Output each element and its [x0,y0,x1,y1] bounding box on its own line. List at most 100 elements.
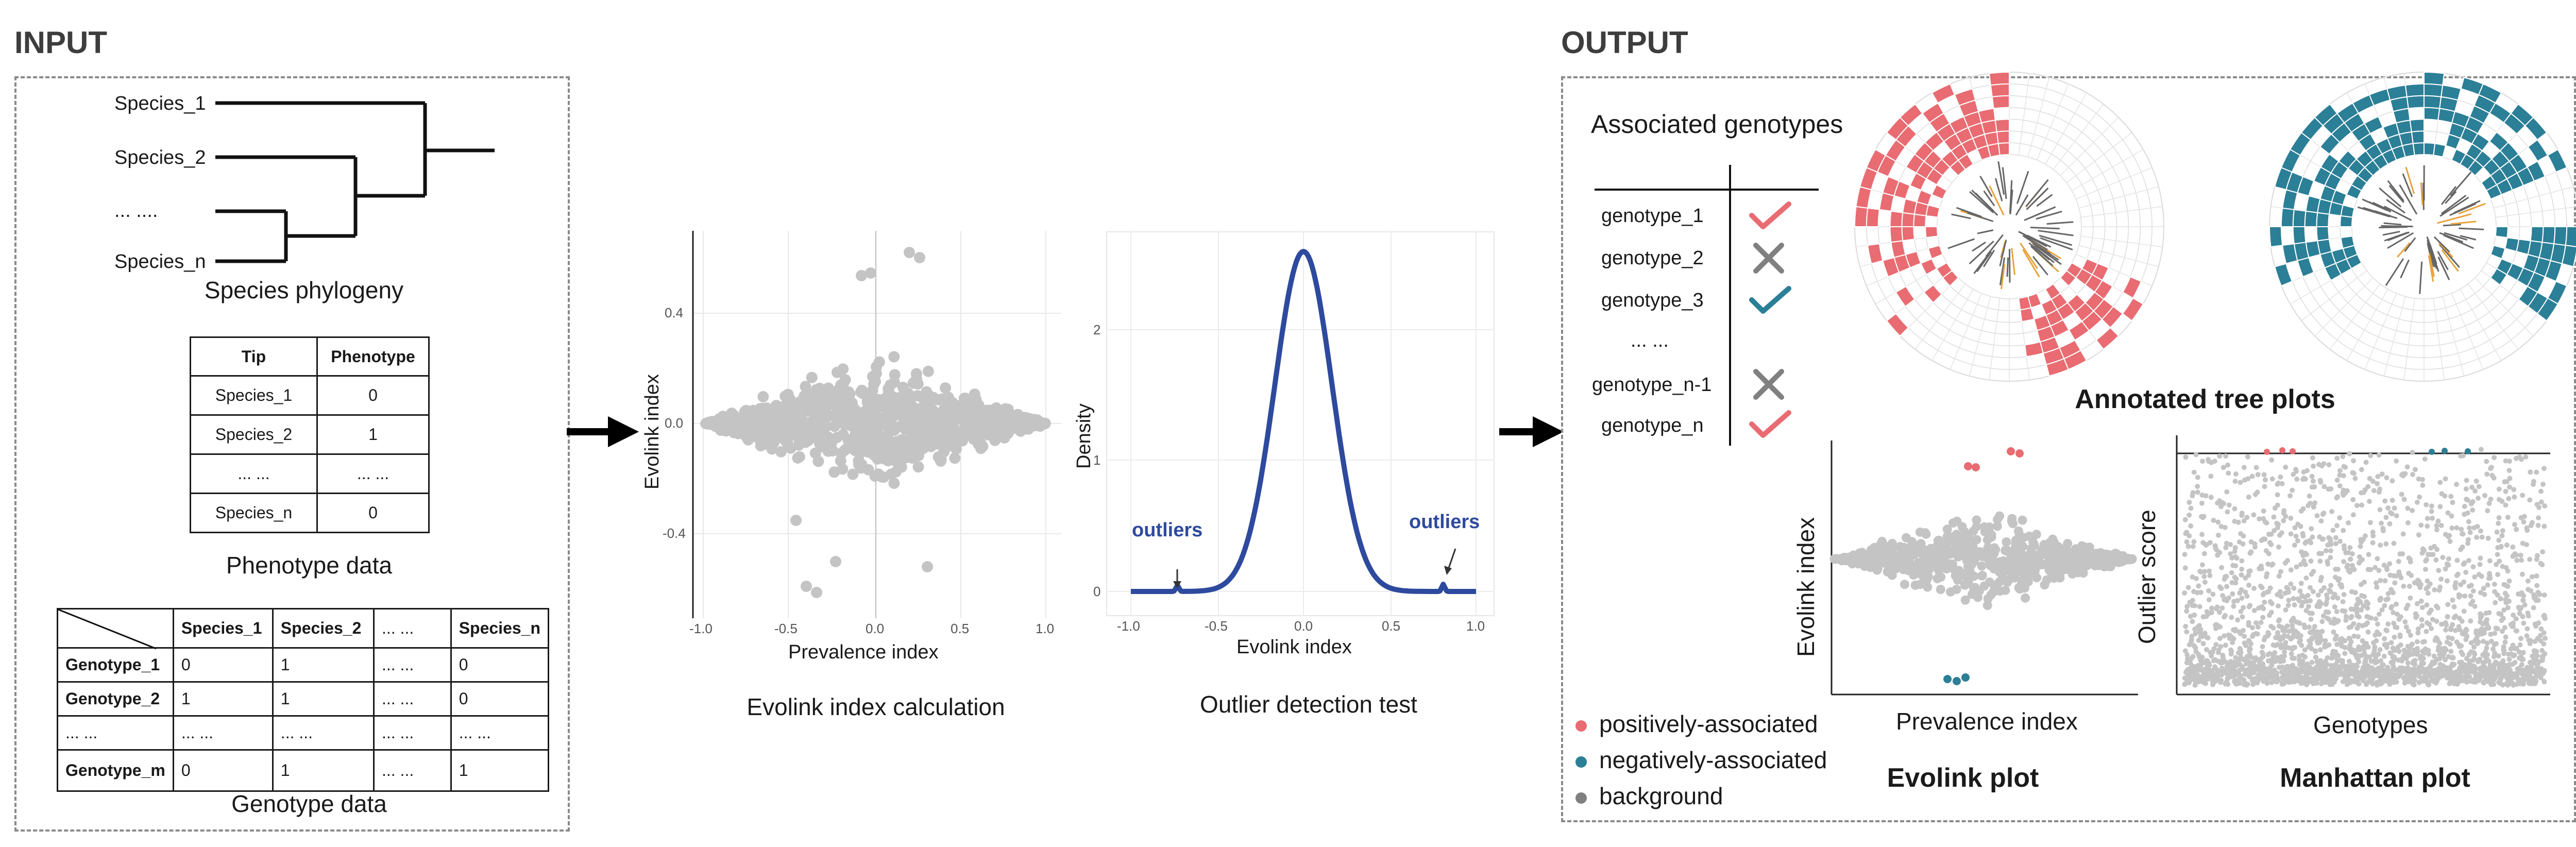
genotype-point [2426,651,2432,657]
genotype-point [2457,659,2463,665]
genotype-point [2207,568,2212,574]
genotype-point [2467,530,2473,535]
genotype-point [2281,518,2286,523]
genotype-point [2454,482,2460,487]
scatter-point [999,406,1011,418]
genotype-point [2434,527,2439,533]
tree-branch [2028,242,2050,261]
genotype-point [2275,630,2280,635]
manhattan-xlabel: Genotypes [2313,712,2428,738]
genotype-point [2503,600,2509,605]
genotype-point [2300,666,2306,672]
genotype-point [2450,500,2455,505]
genotype-point [2484,471,2490,477]
ytick: 0 [1093,584,1101,599]
scatter-point [761,402,773,414]
genotype-point [2191,643,2197,649]
genotype-point [2198,626,2204,632]
genotype-point [2430,552,2436,557]
genotype-point [2259,566,2264,571]
genotype-point [2288,581,2294,587]
genotype-point [2278,474,2283,480]
scatter-point [844,408,855,419]
genotype-point [2496,611,2502,616]
genotype-point [2541,679,2547,684]
scatter-point [958,401,970,413]
scatter-point [897,412,909,423]
genotype-point [2240,614,2245,620]
scatter-point [862,392,874,403]
genotype-point [2399,492,2404,497]
genotype-point [2391,610,2396,615]
genotype-point [2492,582,2497,587]
tree-branch [2039,234,2073,246]
genotype-point [2425,523,2430,529]
genotype-point [2264,571,2270,577]
genotype-point [2348,615,2353,621]
genotype-point [2494,641,2499,647]
scatter-point [924,402,936,414]
genotype-point [2496,515,2502,520]
genotype-point [2512,659,2518,665]
genotype-point [2276,573,2282,579]
genotype-point [2391,540,2397,546]
xtick: -1.0 [689,621,713,636]
genotype-point [2420,482,2426,488]
outliers-label-right: outliers [1409,511,1480,533]
genotype-point [2379,520,2384,526]
genotype-point [2329,509,2335,514]
genotype-point [2515,676,2520,682]
genotype-point [2322,665,2328,670]
associated-genotypes-title: Associated genotypes [1591,110,1843,139]
genotype-point [2192,626,2198,632]
genotype-point [2502,479,2507,485]
genotype-point [2217,453,2223,459]
genotype-point [2184,608,2190,614]
genotype-point [2343,490,2348,496]
genotype-point [2200,641,2206,647]
evolink-scatter-caption: Evolink index calculation [747,693,1005,720]
scatter-point [775,446,787,458]
genotype-point [2199,532,2205,537]
genotype-point [2471,525,2477,531]
tree-grid-line [2045,92,2087,165]
genotype-point [2511,612,2516,618]
tree-branch [1977,229,1994,234]
genotype-point [2337,582,2343,587]
scatter-point [889,369,901,381]
genotype-point [2466,537,2471,543]
genotype-point [2389,478,2395,484]
genotype-point [2266,551,2272,556]
genotype-point [2437,640,2443,646]
genotype-point [2236,672,2242,677]
xtick: -0.5 [1205,618,1228,634]
genotype-point [2507,476,2513,481]
genotype-point [2378,578,2383,583]
genotype-point [2244,594,2250,599]
genotype-point [2358,544,2363,549]
xtick: 0.5 [951,621,970,636]
genotype-point [2332,636,2338,642]
genotype-point [2376,452,2382,458]
genotype-point [2534,573,2539,579]
genotype-point [2525,578,2531,584]
genotype-point [2199,562,2205,568]
genotype-point [2405,520,2411,526]
genotype-point [2304,468,2310,473]
genotype-point [2494,529,2500,535]
genotype-point [2184,539,2190,545]
genotype-point [2297,588,2303,594]
genotype-point [2307,501,2313,506]
genotype-point [2264,520,2269,526]
genotype-point [2422,456,2428,462]
genotype-point [2246,638,2251,643]
genotype-point [2287,493,2293,499]
tree-cell [1899,103,1923,127]
genotype-point [2352,476,2358,481]
scatter-point [1000,415,1012,427]
genotype-point [2287,678,2293,683]
genotype-point [2272,650,2278,655]
tree-branch [2001,264,2006,290]
genotype-point [2313,649,2318,654]
genotype-point [2212,543,2218,549]
